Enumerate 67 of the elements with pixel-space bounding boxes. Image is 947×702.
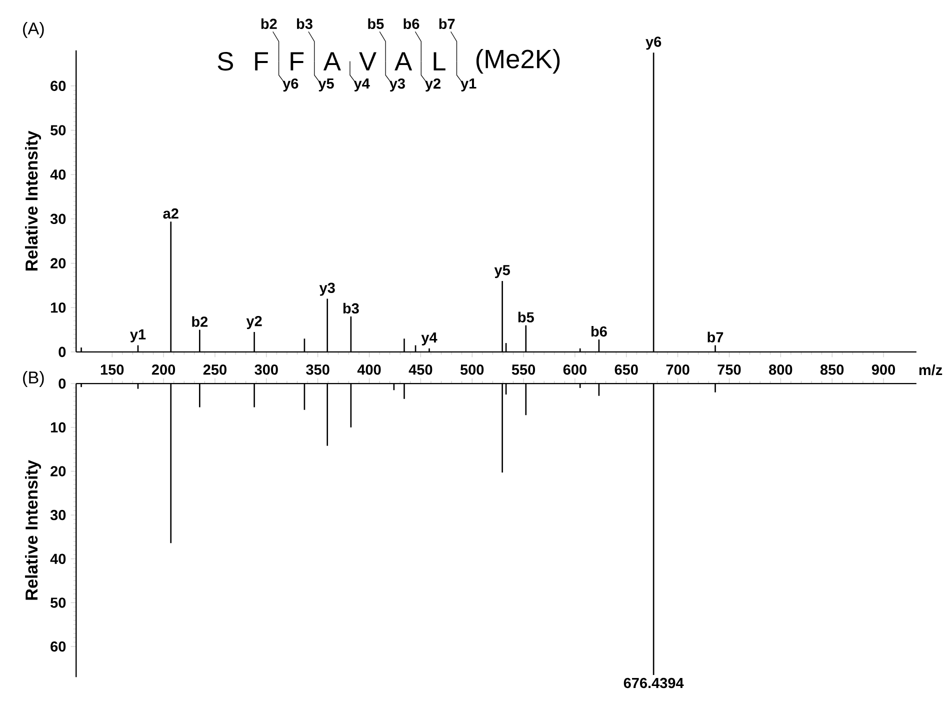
y-tick-label: 50	[50, 598, 66, 608]
annotation: y6	[646, 36, 662, 50]
annotation: y2	[425, 78, 440, 92]
annotation: L	[434, 52, 446, 70]
annotation: 676.4394	[624, 678, 684, 688]
text: (A)	[23, 22, 44, 38]
x-axis-title: m/z	[919, 364, 942, 376]
x-tick-label: 200	[152, 364, 176, 375]
annotation: y4	[421, 332, 438, 346]
text: b2	[261, 18, 277, 30]
annotation: b2	[192, 316, 208, 327]
text: b6	[404, 18, 420, 30]
annotation: y6	[282, 78, 298, 92]
x-tick-label: 400	[357, 364, 381, 375]
annotation: b7	[708, 332, 724, 342]
x-tick-label: 550	[512, 364, 536, 375]
y-tick-label: 60	[50, 80, 66, 92]
text: b5	[368, 18, 384, 30]
annotation: A	[323, 52, 341, 70]
y-tick-label: 60	[50, 641, 66, 652]
annotation: y3	[319, 282, 335, 296]
y-tick-label: 20	[50, 466, 66, 476]
annotation: b6	[591, 326, 607, 337]
annotation: A	[394, 52, 412, 70]
y-tick-label: 20	[50, 258, 66, 268]
x-tick-label: 850	[820, 364, 844, 375]
x-tick-label: 300	[254, 364, 278, 375]
y-tick-label: 0	[58, 346, 66, 358]
y-tick-label: 50	[50, 125, 66, 136]
annotation: y5	[494, 265, 510, 278]
annotation: (Me2K)	[476, 49, 560, 74]
annotation: S	[218, 52, 233, 71]
text: b3	[296, 18, 312, 30]
x-tick-label: 750	[718, 364, 741, 375]
annotation: F	[290, 52, 304, 70]
y-tick-label: 40	[50, 554, 66, 564]
y-tick-label: 10	[50, 302, 66, 313]
text: b7	[439, 18, 455, 30]
text: (B)	[23, 371, 44, 387]
annotation: y2	[246, 316, 262, 330]
x-tick-label: 150	[100, 364, 124, 375]
y-tick-label: 0	[58, 378, 66, 389]
x-tick-label: 250	[203, 364, 226, 375]
x-tick-label: 450	[408, 364, 432, 375]
x-tick-label: 800	[769, 364, 792, 375]
annotation: a2	[163, 208, 178, 219]
x-tick-label: 500	[460, 364, 484, 375]
annotation: y4	[354, 78, 370, 92]
annotation: y1	[460, 78, 476, 92]
x-tick-label: 650	[614, 364, 638, 375]
x-tick-label: 700	[666, 364, 690, 375]
annotation: y3	[389, 78, 405, 92]
annotation: V	[359, 52, 376, 70]
y-axis-title: Relative Intensity	[25, 460, 42, 600]
x-tick-label: 350	[306, 364, 330, 375]
y-axis-title: Relative Intensity	[25, 130, 42, 271]
y-tick-label: 30	[50, 214, 66, 224]
annotation: y1	[130, 329, 146, 342]
y-tick-label: 30	[50, 510, 66, 520]
y-tick-label: 10	[50, 422, 66, 433]
annotation: y5	[318, 78, 334, 92]
annotation: F	[255, 52, 268, 70]
y-tick-label: 40	[50, 169, 66, 180]
annotation: b5	[518, 312, 534, 322]
annotation: b3	[343, 302, 359, 314]
x-tick-label: 600	[563, 364, 586, 375]
x-tick-label: 900	[872, 364, 896, 375]
